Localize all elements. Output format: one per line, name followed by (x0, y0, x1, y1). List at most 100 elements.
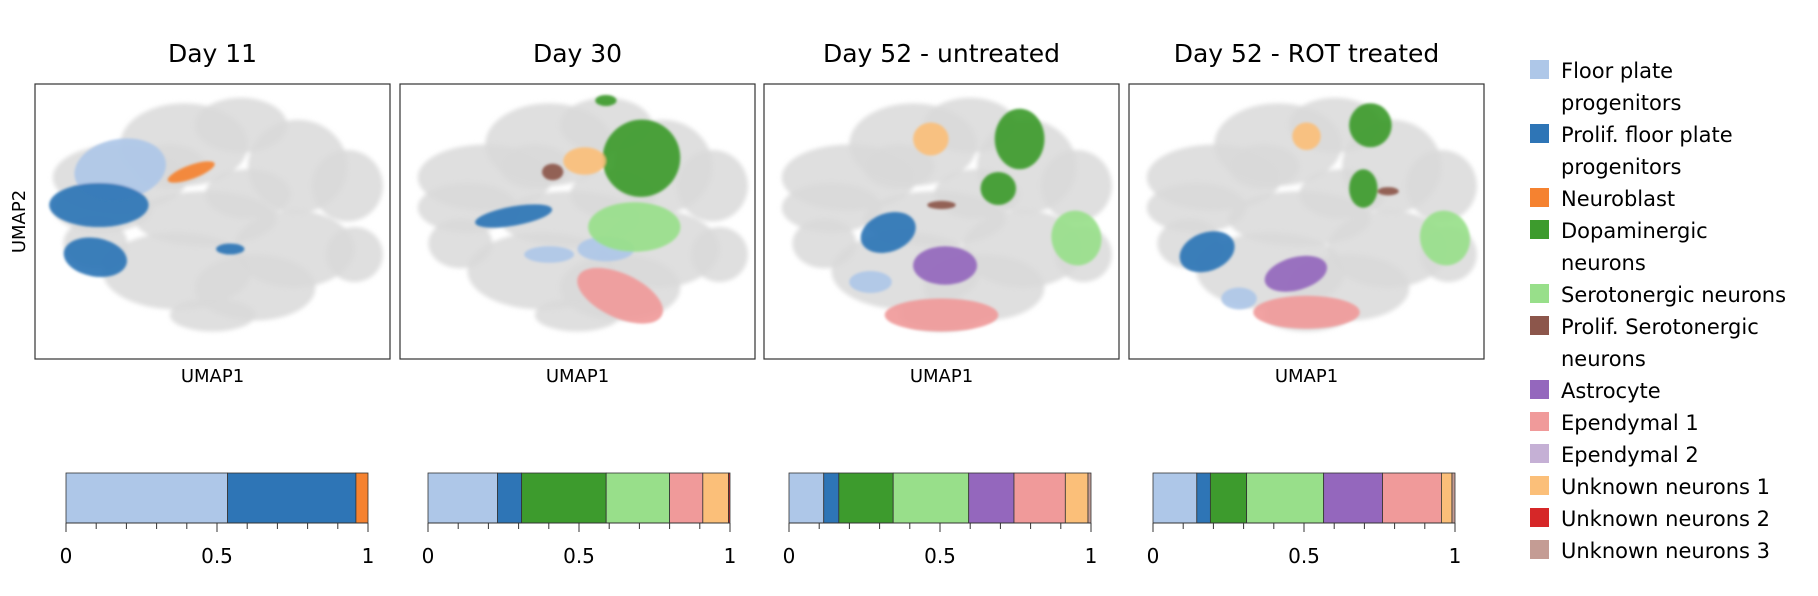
legend-swatch (1530, 220, 1549, 239)
legend-item-da: Dopaminergic neurons (1530, 219, 1708, 275)
legend-swatch (1530, 380, 1549, 399)
bar-segment-un3 (1451, 472, 1456, 524)
cell-cloud (691, 227, 748, 282)
legend-label: Unknown neurons 3 (1561, 539, 1770, 563)
x-axis-label: UMAP1 (181, 366, 244, 387)
bar-segment-un2 (728, 472, 731, 524)
cluster-fpp (849, 271, 892, 293)
bar-segment-un1 (1441, 472, 1453, 524)
cluster-fpp (524, 246, 574, 263)
cluster-un1 (563, 147, 606, 175)
bar-segment-pfpp (1196, 472, 1211, 524)
bar-segment-ep1 (1382, 472, 1442, 524)
cluster-ep1 (577, 267, 663, 324)
cluster-un1 (913, 122, 949, 156)
stacked-bar: 0 0.5 1 (60, 472, 375, 568)
legend-swatch (1530, 60, 1549, 79)
bar-segment-fpp (427, 472, 498, 524)
bar-segment-sero (892, 472, 970, 524)
panel-title: Day 11 (168, 39, 257, 68)
bar-tick-label: 0 (1147, 544, 1160, 568)
legend-label: Neuroblast (1561, 187, 1675, 211)
bar-tick-label: 0.5 (924, 544, 956, 568)
cluster-pfpp (63, 237, 127, 278)
bar-segment-astro (968, 472, 1015, 524)
composition-bars: 0 0.5 1 0 0.5 1 0 0.5 1 0 0.5 1 (60, 472, 1462, 568)
cell-cloud (311, 150, 383, 222)
bar-segment-da (838, 472, 894, 524)
cell-cloud (781, 183, 882, 233)
bar-tick-label: 1 (724, 544, 737, 568)
legend-label: progenitors (1561, 155, 1681, 179)
cell-cloud (676, 150, 748, 222)
cell-cloud (1405, 150, 1477, 222)
legend-swatch (1530, 188, 1549, 207)
bar-tick-label: 0 (783, 544, 796, 568)
bar-segment-ep1 (669, 472, 704, 524)
bar-tick-label: 0 (422, 544, 435, 568)
legend-label: neurons (1561, 347, 1646, 371)
bar-tick-label: 0.5 (563, 544, 595, 568)
cluster-da (595, 95, 617, 106)
cluster-astro (913, 246, 977, 285)
legend-swatch (1530, 412, 1549, 431)
bar-segment-un1 (1064, 472, 1089, 524)
legend-swatch (1530, 316, 1549, 335)
cell-cloud (863, 144, 935, 189)
legend-swatch (1530, 284, 1549, 303)
stacked-bar: 0 0.5 1 (422, 472, 737, 568)
bar-tick-label: 1 (1085, 544, 1098, 568)
cluster-sero (588, 202, 681, 252)
x-axis-label: UMAP1 (546, 366, 609, 387)
umap-panel: Day 52 - untreated UMAP1 (763, 39, 1120, 387)
cluster-pfpp (49, 183, 149, 227)
bar-segment-ep1 (1013, 472, 1066, 524)
legend-item-un3: Unknown neurons 3 (1530, 539, 1770, 563)
cluster-un1 (1292, 122, 1321, 150)
legend-label: Unknown neurons 1 (1561, 475, 1770, 499)
bar-segment-pfpp (823, 472, 840, 524)
panel-title: Day 52 - untreated (823, 39, 1060, 68)
bar-segment-sero (1246, 472, 1325, 524)
cluster-pfpp (475, 204, 553, 228)
cluster-ep1 (884, 298, 999, 332)
bar-segment-nb (355, 472, 369, 524)
bar-segment-pfpp (497, 472, 523, 524)
bar-segment-sero (605, 472, 670, 524)
bar-tick-label: 0.5 (1288, 544, 1320, 568)
cluster-da (602, 119, 681, 197)
legend-item-pfpp: Prolif. floor plate progenitors (1530, 123, 1733, 179)
cluster-ep1 (1253, 295, 1360, 329)
legend-label: Serotonergic neurons (1561, 283, 1786, 307)
legend-swatch (1530, 540, 1549, 559)
cluster-pfpp (1179, 231, 1235, 273)
stacked-bar: 0 0.5 1 (783, 472, 1098, 568)
bar-tick-label: 1 (362, 544, 375, 568)
bar-tick-label: 1 (1449, 544, 1462, 568)
cell-cloud (1228, 144, 1300, 189)
legend-item-ep2: Ependymal 2 (1530, 443, 1699, 467)
legend-label: Ependymal 2 (1561, 443, 1699, 467)
legend-item-nb: Neuroblast (1530, 187, 1675, 211)
cluster-da (1349, 103, 1392, 148)
umap-panel: Day 52 - ROT treated UMAP1 (1128, 39, 1485, 387)
legend-label: Prolif. floor plate (1561, 123, 1733, 147)
highlighted-cells (1179, 103, 1470, 329)
legend-item-un1: Unknown neurons 1 (1530, 475, 1770, 499)
stacked-bar: 0 0.5 1 (1147, 472, 1462, 568)
legend-swatch (1530, 476, 1549, 495)
legend-label: Astrocyte (1561, 379, 1661, 403)
y-axis-label: UMAP2 (9, 190, 30, 253)
bar-segment-astro (1323, 472, 1383, 524)
cluster-da (994, 108, 1045, 170)
legend-label: Floor plate (1561, 59, 1673, 83)
cluster-psero (542, 163, 564, 181)
legend-swatch (1530, 444, 1549, 463)
bar-segment-da (521, 472, 607, 524)
legend-item-un2: Unknown neurons 2 (1530, 507, 1770, 531)
x-axis-label: UMAP1 (910, 366, 973, 387)
bar-segment-un3 (1087, 472, 1092, 524)
